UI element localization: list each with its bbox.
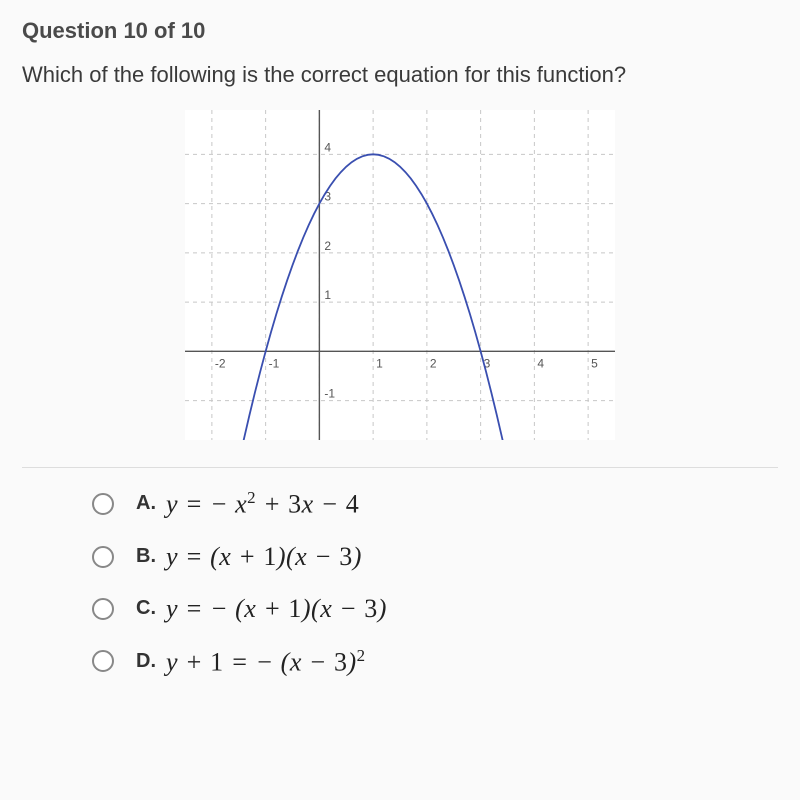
choice-letter: B. [136,545,156,568]
svg-text:1: 1 [324,288,331,302]
svg-text:2: 2 [430,356,437,370]
radio-button[interactable] [92,546,114,568]
choice-letter: A. [136,492,156,515]
svg-text:4: 4 [324,140,331,154]
radio-button[interactable] [92,650,114,672]
choice-letter: D. [136,650,156,673]
graph-container: -2-112345-11234 [22,110,778,445]
choice-row[interactable]: A. y = − x2 + 3x − 4 [92,490,778,518]
choice-equation: y = (x + 1)(x − 3) [166,544,362,570]
choice-row[interactable]: D. y + 1 = − (x − 3)2 [92,648,778,676]
radio-button[interactable] [92,598,114,620]
question-prompt: Which of the following is the correct eq… [22,62,778,88]
choice-equation: y = − x2 + 3x − 4 [166,490,359,518]
choice-equation: y = − (x + 1)(x − 3) [166,596,387,622]
svg-text:-1: -1 [324,387,335,401]
function-graph: -2-112345-11234 [185,110,615,440]
choice-row[interactable]: B. y = (x + 1)(x − 3) [92,544,778,570]
svg-text:-2: -2 [215,356,226,370]
choice-letter: C. [136,597,156,620]
choices-list: A. y = − x2 + 3x − 4 B. y = (x + 1)(x − 3) C… [22,490,778,675]
svg-text:5: 5 [591,356,598,370]
choice-equation: y + 1 = − (x − 3)2 [166,648,366,676]
svg-text:2: 2 [324,239,331,253]
choice-row[interactable]: C. y = − (x + 1)(x − 3) [92,596,778,622]
svg-text:4: 4 [537,356,544,370]
question-number: Question 10 of 10 [22,18,778,44]
radio-button[interactable] [92,493,114,515]
svg-text:1: 1 [376,356,383,370]
divider [22,467,778,468]
svg-text:-1: -1 [269,356,280,370]
